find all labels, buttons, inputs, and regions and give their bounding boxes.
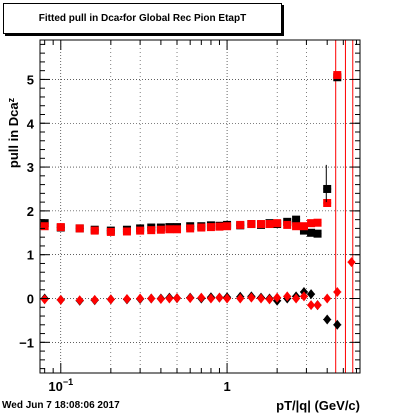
y-tick-label: 0	[27, 292, 34, 307]
data-point-square	[197, 223, 206, 232]
data-point-diamond	[313, 300, 322, 311]
data-point-square	[156, 225, 165, 234]
data-point-square	[173, 225, 182, 234]
data-point-diamond	[136, 293, 145, 304]
data-point-square	[75, 224, 84, 233]
data-point-diamond	[283, 291, 292, 302]
data-point-diamond	[236, 293, 245, 304]
data-point-diamond	[323, 293, 332, 304]
axis-ticks: −1 0 1 2 3 4 5 10−1 1	[19, 40, 360, 394]
data-point-diamond	[333, 286, 342, 297]
data-point-square	[313, 229, 322, 238]
data-point-diamond	[215, 292, 224, 303]
plot-frame	[39, 39, 361, 374]
data-point-diamond	[147, 293, 156, 304]
data-point-diamond	[307, 300, 316, 311]
data-point-square	[147, 226, 156, 235]
data-point-diamond	[273, 292, 282, 303]
data-markers	[40, 71, 356, 330]
data-point-diamond	[165, 293, 174, 304]
data-point-diamond	[122, 293, 131, 304]
data-point-square	[299, 222, 308, 231]
data-point-square	[313, 218, 322, 227]
timestamp-label: Wed Jun 7 18:08:06 2017	[2, 400, 120, 411]
data-point-square	[292, 215, 301, 224]
y-tick-label: 2	[27, 204, 34, 219]
data-point-square	[223, 222, 232, 231]
data-point-square	[283, 220, 292, 229]
data-point-square	[215, 222, 224, 231]
y-tick-label: 3	[27, 160, 34, 175]
y-axis-title: pull in Dcaz	[6, 97, 21, 168]
data-point-square	[323, 198, 332, 207]
data-point-diamond	[90, 294, 99, 305]
x-tick-label: 10−1	[48, 377, 73, 394]
data-point-square	[265, 220, 274, 229]
data-point-square	[307, 228, 316, 237]
data-point-diamond	[197, 292, 206, 303]
data-point-square	[333, 71, 342, 80]
data-point-square	[323, 184, 332, 193]
data-point-diamond	[40, 294, 49, 305]
data-point-diamond	[206, 293, 215, 304]
data-point-diamond	[186, 293, 195, 304]
data-point-square	[165, 225, 174, 234]
y-tick-label: 1	[27, 248, 34, 263]
x-axis-title: pT/|q| (GeV/c)	[276, 398, 360, 413]
data-point-diamond	[106, 294, 115, 305]
data-point-diamond	[307, 289, 316, 300]
y-tick-label: 5	[27, 72, 34, 87]
data-point-diamond	[173, 293, 182, 304]
data-point-square	[40, 222, 49, 231]
data-point-diamond	[75, 295, 84, 306]
x-tick-label: 1	[223, 379, 230, 394]
data-point-diamond	[223, 293, 232, 304]
y-tick-label: −1	[19, 335, 34, 350]
data-point-square	[236, 220, 245, 229]
y-tick-label: 4	[27, 116, 35, 131]
chart-title: Fitted pull in Dca z for Global Rec Pion …	[3, 3, 282, 34]
data-point-square	[299, 226, 308, 235]
grid-lines	[40, 40, 360, 373]
data-point-square	[186, 224, 195, 233]
data-point-square	[122, 227, 131, 236]
data-point-diamond	[347, 257, 356, 268]
data-point-diamond	[56, 294, 65, 305]
data-point-square	[90, 226, 99, 235]
data-point-diamond	[292, 293, 301, 304]
data-point-square	[257, 220, 266, 229]
chart-title-suffix: for Global Rec Pion EtapT	[122, 13, 247, 24]
data-point-square	[307, 219, 316, 228]
data-point-square	[292, 222, 301, 231]
data-point-square	[56, 223, 65, 232]
data-point-diamond	[323, 314, 332, 325]
data-point-diamond	[333, 319, 342, 330]
red-vertical-lines	[335, 40, 354, 373]
chart-title-prefix: Fitted pull in Dca	[38, 13, 120, 24]
y-axis-title-main: pull in Dca	[6, 102, 21, 169]
data-point-square	[206, 223, 215, 232]
data-point-diamond	[247, 292, 256, 303]
data-point-square	[273, 219, 282, 228]
data-point-diamond	[299, 291, 308, 302]
data-point-diamond	[257, 293, 266, 304]
chart-title-sub: z	[119, 15, 123, 22]
y-axis-title-sub: z	[6, 97, 16, 102]
data-point-diamond	[265, 294, 274, 305]
data-point-square	[136, 226, 145, 235]
data-point-square	[247, 220, 256, 229]
data-point-square	[106, 227, 115, 236]
data-point-diamond	[156, 293, 165, 304]
